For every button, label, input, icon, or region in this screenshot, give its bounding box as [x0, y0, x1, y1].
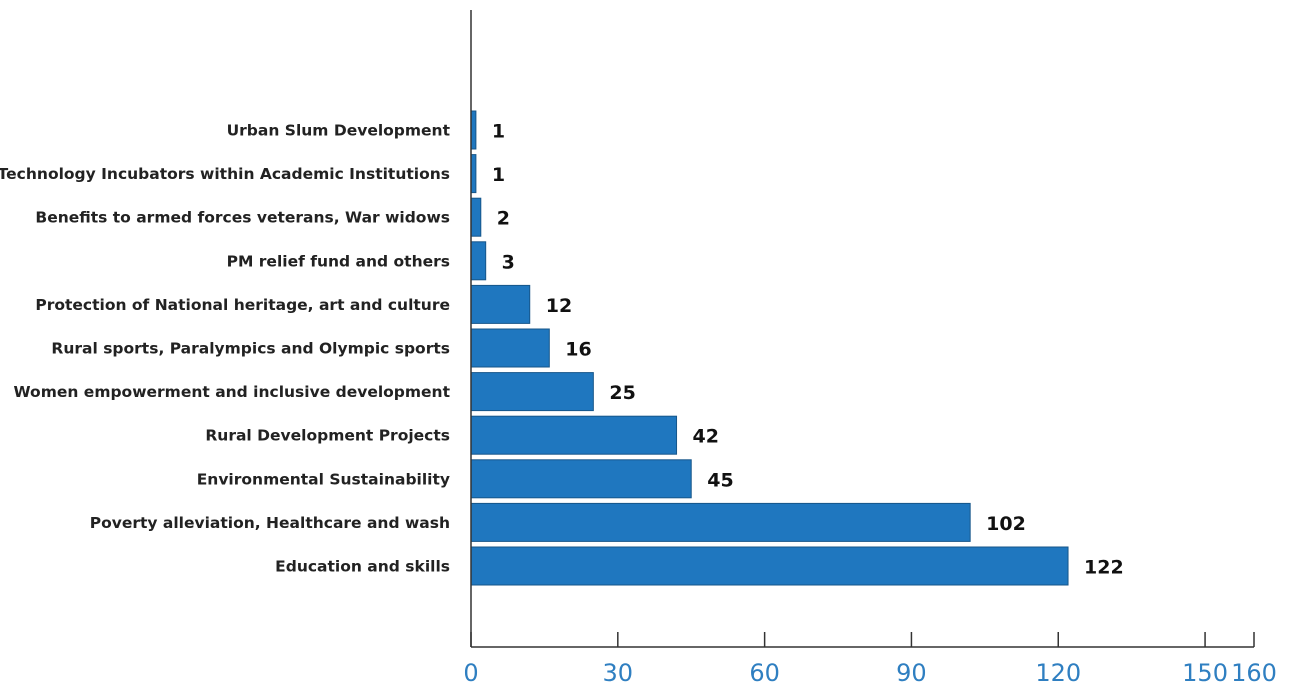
x-tick-label: 120: [1035, 659, 1081, 687]
value-label: 3: [502, 251, 515, 273]
value-label: 16: [565, 339, 591, 361]
bar-4: [470, 241, 487, 281]
axis-layer: 0 30 60 90 120 150 160: [463, 10, 1277, 687]
category-label: PM relief fund and others: [227, 252, 450, 270]
x-tick-label: 0: [463, 659, 478, 687]
category-label: Urban Slum Development: [227, 122, 451, 140]
value-label: 25: [609, 382, 635, 404]
value-label: 2: [497, 208, 510, 230]
labels-layer: Urban Slum Development 1 Technology Incuba…: [0, 121, 1124, 579]
bar-6: [470, 328, 550, 368]
bar-3: [470, 197, 482, 237]
category-label: Women empowerment and inclusive developm…: [14, 383, 451, 401]
x-tick-label: 160: [1231, 659, 1277, 687]
value-label: 42: [693, 426, 719, 448]
category-label: Poverty alleviation, Healthcare and wash: [90, 514, 450, 532]
category-label: Rural Development Projects: [205, 427, 450, 445]
bar-10: [470, 502, 971, 542]
value-label: 45: [707, 469, 733, 491]
value-label: 102: [986, 513, 1026, 535]
value-label: 1: [492, 121, 505, 143]
x-tick-label: 150: [1182, 659, 1228, 687]
bar-9: [470, 459, 692, 499]
bar-8: [470, 415, 678, 455]
value-label: 1: [492, 164, 505, 186]
category-label: Protection of National heritage, art and…: [35, 296, 450, 314]
category-label: Benefits to armed forces veterans, War w…: [35, 209, 450, 227]
bars-layer: [470, 110, 1069, 586]
value-label: 12: [546, 295, 572, 317]
x-tick-label: 90: [896, 659, 927, 687]
bar-5: [470, 284, 531, 324]
category-label: Education and skills: [275, 558, 450, 576]
category-label: Technology Incubators within Academic In…: [0, 165, 450, 183]
x-tick-label: 60: [749, 659, 780, 687]
bar-11: [470, 546, 1069, 586]
value-label: 122: [1084, 557, 1124, 579]
category-label: Environmental Sustainability: [197, 470, 450, 488]
x-tick-label: 30: [603, 659, 634, 687]
bar-7: [470, 372, 594, 412]
category-label: Rural sports, Paralympics and Olympic sp…: [51, 340, 450, 358]
